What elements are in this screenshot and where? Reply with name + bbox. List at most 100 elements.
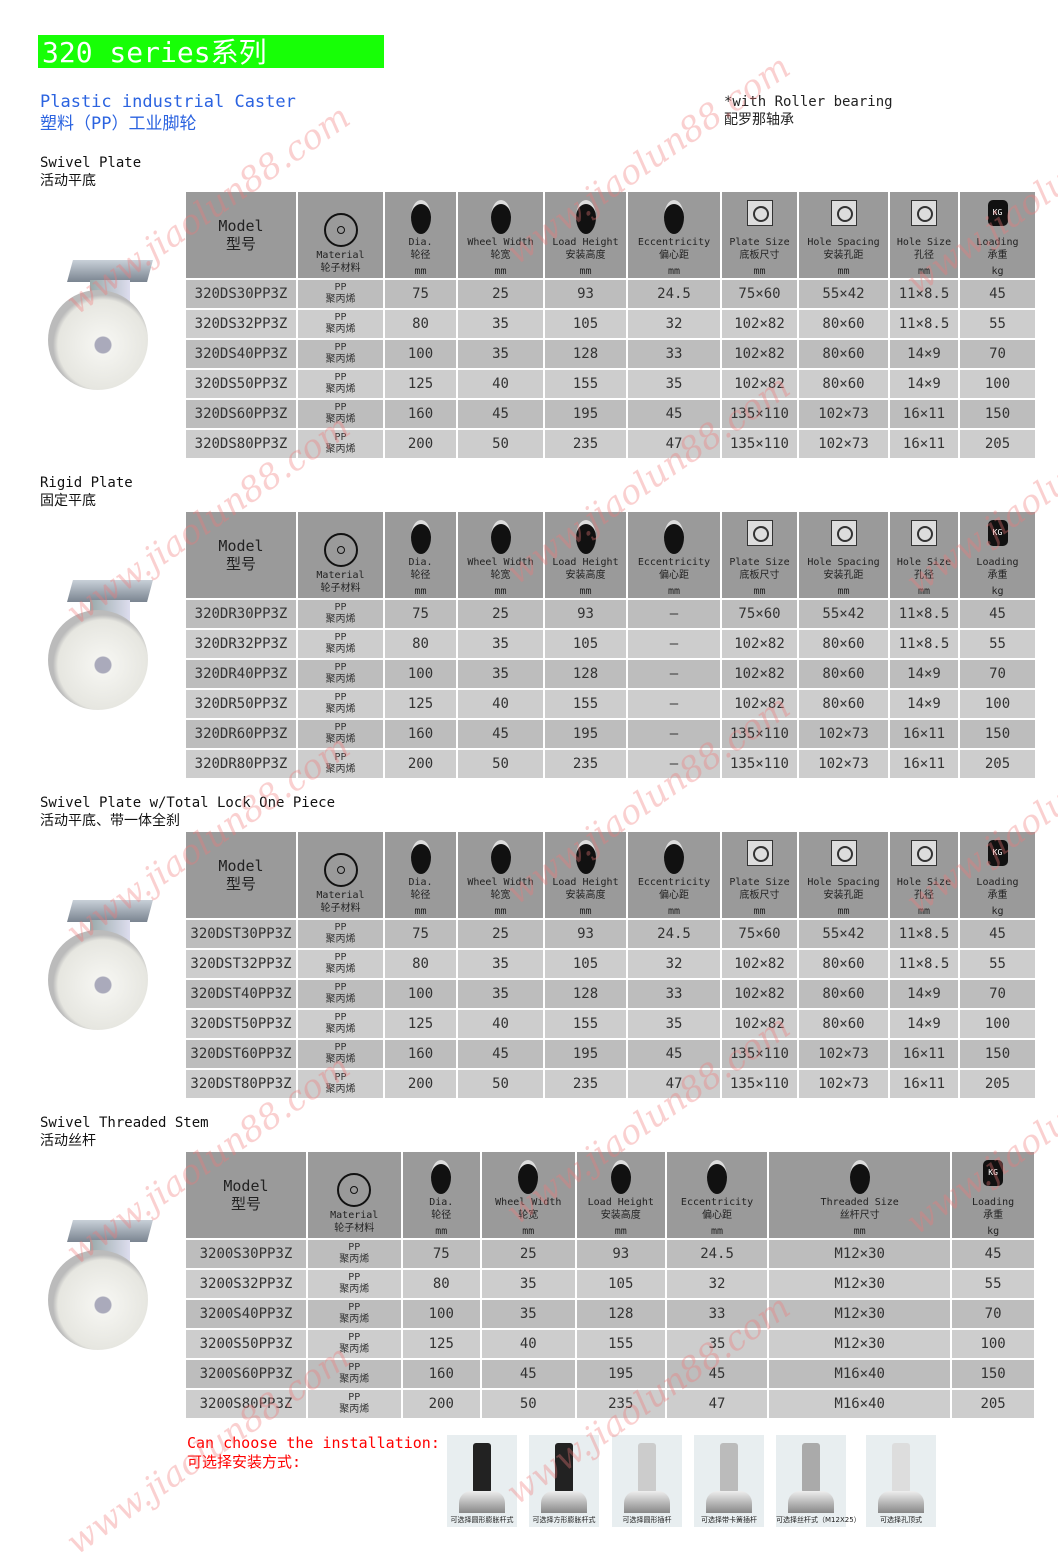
table-header: Model 型号 Material 轮子材料 Dia. 轮径 mm Wheel Width 轮宽… xyxy=(186,1152,1034,1238)
header-unit: mm xyxy=(917,906,931,917)
plate-diagram-icon xyxy=(722,840,797,874)
header-cn: 安装孔距 xyxy=(823,890,864,901)
header-en: Dia. xyxy=(408,877,433,888)
cell-model: 320DST32PP3Z xyxy=(186,950,296,978)
header-unit: mm xyxy=(753,906,766,917)
header-unit: mm xyxy=(494,586,507,597)
cell-load: 150 xyxy=(960,720,1035,748)
material-en: PP xyxy=(334,752,347,763)
cell-width: 35 xyxy=(481,1270,575,1298)
cell-spacing: 55×42 xyxy=(799,920,888,948)
material-en: PP xyxy=(348,1272,361,1283)
header-cn: 型号 xyxy=(225,235,256,253)
cell-width: 40 xyxy=(458,370,543,398)
cell-dia: 80 xyxy=(385,310,456,338)
header-cn: 轮子材料 xyxy=(334,1223,375,1234)
header-en: Plate Size xyxy=(729,237,790,248)
material-en: PP xyxy=(348,1332,361,1343)
cell-material: PP 聚丙烯 xyxy=(298,720,383,748)
cell-height: 128 xyxy=(545,660,626,688)
cell-spacing: 102×73 xyxy=(799,750,888,778)
cell-dia: 80 xyxy=(385,950,456,978)
cell-load: 45 xyxy=(960,600,1035,628)
header-en: Hole Spacing xyxy=(807,877,880,888)
material-cn: 聚丙烯 xyxy=(325,354,356,365)
material-en: PP xyxy=(348,1392,361,1403)
cell-ecc: — xyxy=(628,630,720,658)
bearing-note: *with Roller bearing 配罗那轴承 xyxy=(724,93,893,129)
cell-hole: 14×9 xyxy=(890,690,958,718)
material-en: PP xyxy=(334,982,347,993)
material-cn: 聚丙烯 xyxy=(325,674,356,685)
ecc-diagram-icon xyxy=(628,840,720,874)
material-cn: 聚丙烯 xyxy=(325,994,356,1005)
installation-option: 可选择圆形插杆 xyxy=(612,1435,682,1527)
header-unit: mm xyxy=(753,586,766,597)
material-cn: 聚丙烯 xyxy=(339,1254,370,1265)
cell-ecc: — xyxy=(628,690,720,718)
cell-material: PP 聚丙烯 xyxy=(307,1330,401,1358)
header-en: Loading xyxy=(976,877,1019,888)
cell-dia: 80 xyxy=(385,630,456,658)
table-row: 320DR50PP3Z PP 聚丙烯 125 40 155—102×82 80×60 14×9… xyxy=(186,690,1035,718)
cell-model: 3200S80PP3Z xyxy=(186,1390,306,1418)
cell-width: 35 xyxy=(458,980,543,1008)
installation-label-en: Can choose the installation: xyxy=(187,1434,440,1452)
header-unit: mm xyxy=(494,906,507,917)
table-row: 320DST32PP3Z PP 聚丙烯 80 35 105 32 102×82 80×60 11×… xyxy=(186,950,1035,978)
table-row: 3200S30PP3Z PP 聚丙烯 75 25 93 24.5 M12×30 45 xyxy=(186,1240,1034,1268)
cell-spacing: 80×60 xyxy=(799,690,888,718)
header-unit: mm xyxy=(414,906,427,917)
cell-spacing: 80×60 xyxy=(799,370,888,398)
spec-table: Model 型号 Material 轮子材料 Dia. 轮径 mm Wheel Width 轮宽… xyxy=(184,1150,1036,1420)
column-header-material: Material 轮子材料 xyxy=(298,832,383,918)
cell-height: 235 xyxy=(576,1390,665,1418)
cell-dia: 100 xyxy=(385,340,456,368)
material-cn: 聚丙烯 xyxy=(339,1374,370,1385)
header-unit: mm xyxy=(837,906,850,917)
header-cn: 轮宽 xyxy=(518,1210,539,1221)
header-unit: mm xyxy=(917,586,931,597)
header-unit: mm xyxy=(414,266,427,277)
cell-hole: 16×11 xyxy=(890,750,958,778)
header-cn: 承重 xyxy=(987,250,1008,261)
material-cn: 聚丙烯 xyxy=(325,734,356,745)
header-cn: 型号 xyxy=(225,875,256,893)
cell-model: 320DS32PP3Z xyxy=(186,310,296,338)
material-en: PP xyxy=(334,602,347,613)
column-header-ecc: Eccentricity 偏心距 mm xyxy=(628,512,720,598)
header-unit: mm xyxy=(837,266,850,277)
cell-model: 320DS80PP3Z xyxy=(186,430,296,458)
swivel-base-image xyxy=(624,1491,670,1513)
header-cn: 轮子材料 xyxy=(320,263,361,274)
cell-ecc: 47 xyxy=(628,430,720,458)
cell-ecc: 24.5 xyxy=(628,280,720,308)
caster-photo xyxy=(40,570,180,720)
option-caption: 可选择孔顶式 xyxy=(880,1516,922,1524)
cell-model: 320DS50PP3Z xyxy=(186,370,296,398)
column-header-plate: Plate Size 底板尺寸 mm xyxy=(722,832,797,918)
cell-width: 45 xyxy=(458,1040,543,1068)
cell-material: PP 聚丙烯 xyxy=(298,630,383,658)
material-diagram-icon xyxy=(308,1173,401,1207)
section-title: Rigid Plate 固定平底 xyxy=(40,474,133,510)
material-en: PP xyxy=(334,722,347,733)
material-en: PP xyxy=(334,312,347,323)
cell-dia: 75 xyxy=(402,1240,480,1268)
column-header-thread: Threaded Size 丝杆尺寸 mm xyxy=(769,1152,951,1238)
header-unit: mm xyxy=(435,1226,448,1237)
cell-plate: 135×110 xyxy=(722,720,797,748)
cell-height: 128 xyxy=(545,340,626,368)
cell-model: 320DS30PP3Z xyxy=(186,280,296,308)
cell-width: 35 xyxy=(458,630,543,658)
material-cn: 聚丙烯 xyxy=(325,1084,356,1095)
plate-diagram-icon xyxy=(722,200,797,234)
material-en: PP xyxy=(334,432,347,443)
header-unit: mm xyxy=(711,1226,724,1237)
cell-ecc: — xyxy=(628,660,720,688)
height-diagram-icon xyxy=(577,1160,665,1194)
header-en: Loading xyxy=(976,237,1019,248)
cell-material: PP 聚丙烯 xyxy=(298,340,383,368)
material-cn: 聚丙烯 xyxy=(325,414,356,425)
cell-hole: 14×9 xyxy=(890,370,958,398)
